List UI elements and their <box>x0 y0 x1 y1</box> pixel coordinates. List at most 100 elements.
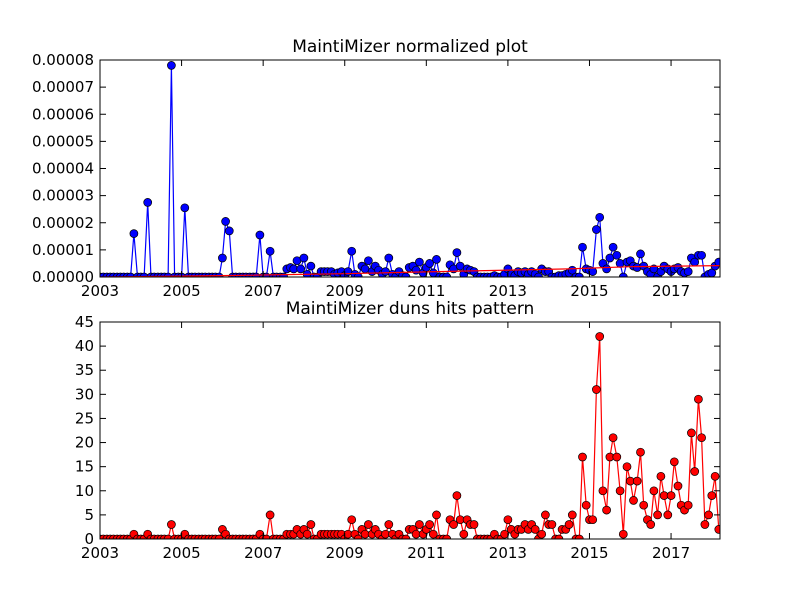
data-point <box>564 520 574 529</box>
chart-top-title: MaintiMizer normalized plot <box>292 37 528 57</box>
data-point <box>255 230 265 240</box>
data-point <box>265 246 275 256</box>
data-point <box>683 267 693 276</box>
data-point <box>384 253 394 263</box>
data-point <box>704 510 713 520</box>
data-point <box>595 332 605 341</box>
data-point <box>364 520 373 529</box>
series-line <box>100 65 720 277</box>
x-tick-label: 2009 <box>326 544 364 562</box>
data-point <box>541 510 550 520</box>
data-point <box>669 457 679 467</box>
data-point <box>262 534 271 539</box>
series-line <box>100 265 720 277</box>
data-point <box>622 462 632 472</box>
data-point <box>347 246 357 256</box>
data-point <box>500 529 509 539</box>
x-tick-label: 2003 <box>81 544 119 562</box>
chart-bottom-title: MaintiMizer duns hits pattern <box>286 299 535 319</box>
data-point <box>663 510 673 520</box>
data-point <box>432 510 441 520</box>
x-tick-label: 2005 <box>162 282 200 300</box>
series-line <box>100 336 720 539</box>
data-point <box>683 500 693 510</box>
y-tick-label: 0.00006 <box>32 105 94 123</box>
data-point <box>384 520 394 529</box>
data-point <box>615 486 625 496</box>
data-point <box>442 534 452 539</box>
data-point <box>537 529 547 539</box>
x-tick-label: 2009 <box>326 282 364 300</box>
data-point <box>598 486 608 496</box>
data-point <box>503 515 513 525</box>
data-point <box>697 250 706 260</box>
data-point <box>707 491 717 500</box>
data-point <box>353 534 363 539</box>
x-tick-label: 2017 <box>652 544 690 562</box>
data-point <box>425 520 434 529</box>
data-point <box>180 203 190 213</box>
x-tick-label: 2011 <box>407 282 445 300</box>
x-tick-label: 2013 <box>489 282 527 300</box>
data-point <box>401 534 411 539</box>
data-point <box>364 256 373 266</box>
data-point <box>581 500 591 510</box>
data-point <box>618 272 628 277</box>
data-point <box>710 471 720 481</box>
data-point <box>612 250 622 260</box>
data-point <box>653 510 662 520</box>
data-point <box>534 272 543 277</box>
y-tick-label: 35 <box>75 361 94 379</box>
y-tick-label: 0.00000 <box>32 268 94 286</box>
data-point <box>649 486 659 496</box>
data-point <box>547 520 557 529</box>
data-point <box>265 510 275 520</box>
data-point <box>646 520 656 529</box>
data-point <box>697 433 706 443</box>
y-tick-label: 40 <box>75 337 94 355</box>
x-tick-label: 2015 <box>570 282 608 300</box>
data-point <box>629 496 638 505</box>
data-point <box>425 259 434 268</box>
data-point <box>432 255 441 264</box>
data-point <box>469 520 479 529</box>
y-tick-label: 10 <box>75 482 94 500</box>
chart-bottom: MaintiMizer duns hits pattern 2003 2005 20… <box>75 299 721 562</box>
data-point <box>595 212 605 222</box>
data-point <box>602 264 611 274</box>
x-tick-label: 2007 <box>244 544 282 562</box>
y-tick-label: 45 <box>75 313 94 331</box>
data-point <box>574 534 584 539</box>
chart-top: MaintiMizer normalized plot 2003 2005 2007… <box>32 37 721 300</box>
data-point <box>574 272 584 277</box>
data-point <box>687 428 696 438</box>
data-point <box>459 529 469 539</box>
y-tick-label: 0.00005 <box>32 132 94 150</box>
y-tick-label: 0.00007 <box>32 78 94 96</box>
data-point <box>428 529 438 539</box>
data-point <box>700 520 710 529</box>
data-point <box>218 253 227 263</box>
x-tick-label: 2013 <box>489 544 527 562</box>
data-point <box>224 226 234 236</box>
y-tick-label: 5 <box>84 506 94 524</box>
data-point <box>639 500 649 510</box>
x-tick-label: 2015 <box>570 544 608 562</box>
data-point <box>167 61 176 70</box>
data-point <box>602 505 611 515</box>
plot-frame <box>99 59 721 278</box>
data-point <box>618 529 628 539</box>
data-point <box>578 452 587 462</box>
data-point <box>673 481 683 491</box>
data-point <box>167 520 176 529</box>
x-tick-label: 2005 <box>162 544 200 562</box>
x-tick-label: 2007 <box>244 282 282 300</box>
data-point <box>452 248 462 257</box>
data-point <box>567 510 577 520</box>
data-point <box>306 261 316 271</box>
y-tick-label: 20 <box>75 434 94 452</box>
data-point <box>129 229 139 238</box>
data-point <box>714 257 720 267</box>
plot-area <box>100 332 720 539</box>
